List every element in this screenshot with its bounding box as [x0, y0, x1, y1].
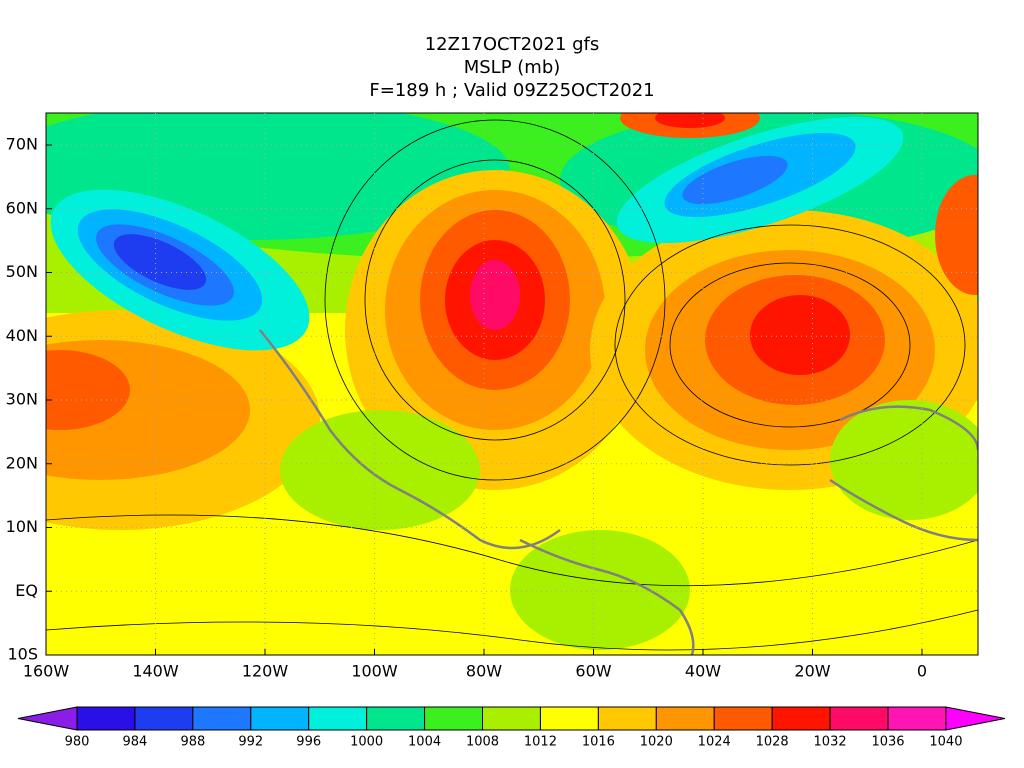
map-axes: 160W 140W 120W 100W 80W 60W 40W 20W 0 70N 60N 50N 40…: [6, 113, 978, 681]
colorbar-label: 988: [180, 735, 205, 750]
colorbar-label: 1000: [350, 735, 383, 750]
colorbar-label: 996: [296, 735, 321, 750]
colorbar-segment: [424, 706, 484, 731]
colorbar-segment: [887, 706, 947, 731]
y-tick-label: 30N: [6, 390, 38, 409]
x-tick-label: 100W: [351, 662, 398, 681]
colorbar-under: [17, 706, 78, 731]
x-tick-label: 120W: [242, 662, 289, 681]
y-tick-label: 70N: [6, 135, 38, 154]
title-block: 12Z17OCT2021 gfs MSLP (mb) F=189 h ; Val…: [369, 34, 654, 101]
colorbar-segment: [308, 706, 368, 731]
colorbar-segment: [250, 706, 310, 731]
x-tick-label: 80W: [466, 662, 502, 681]
title-line: 12Z17OCT2021 gfs: [425, 34, 600, 55]
colorbar-label: 1008: [466, 735, 499, 750]
y-tick-label: 40N: [6, 326, 38, 345]
colorbar-segment: [597, 706, 657, 731]
colorbar-segment: [713, 706, 773, 731]
colorbar-label: 1028: [756, 735, 789, 750]
colorbar-label: 984: [123, 735, 148, 750]
colorbar-segment: [192, 706, 252, 731]
colorbar-segment: [134, 706, 194, 731]
y-tick-label: 50N: [6, 262, 38, 281]
y-tick-label: EQ: [15, 581, 38, 600]
pressure-field: [46, 113, 978, 655]
x-tick-label: 60W: [575, 662, 611, 681]
colorbar-label: 1036: [871, 735, 904, 750]
colorbar-segment: [829, 706, 889, 731]
colorbar-segment: [76, 706, 136, 731]
colorbar-segment: [771, 706, 831, 731]
colorbar-segment: [482, 706, 541, 731]
x-tick-label: 40W: [685, 662, 721, 681]
x-tick-label: 20W: [794, 662, 830, 681]
colorbar-segment: [655, 706, 715, 731]
map-frame: [45, 112, 979, 656]
x-tick-label: 160W: [23, 662, 70, 681]
colorbar-label: 1004: [408, 735, 441, 750]
x-tick-label: 0: [917, 662, 927, 681]
colorbar-label: 1032: [814, 735, 847, 750]
x-tick-label: 140W: [132, 662, 179, 681]
y-tick-label: 10S: [7, 645, 38, 664]
title-line: F=189 h ; Valid 09Z25OCT2021: [369, 80, 654, 101]
colorbar-label: 1040: [929, 735, 962, 750]
colorbar-label: 1020: [640, 735, 673, 750]
colorbar-label: 1024: [698, 735, 731, 750]
colorbar-segment: [366, 706, 426, 731]
y-tick-label: 10N: [6, 517, 38, 536]
colorbar-label: 992: [238, 735, 263, 750]
colorbar-over: [945, 706, 1006, 731]
colorbar-label: 1016: [582, 735, 615, 750]
colorbar-label: 980: [65, 735, 90, 750]
y-tick-label: 20N: [6, 453, 38, 472]
colorbar-segment: [539, 706, 599, 731]
colorbar-label: 1012: [524, 735, 557, 750]
title-line: MSLP (mb): [464, 57, 561, 78]
y-tick-label: 60N: [6, 198, 38, 217]
colorbar: 980 984 988 992 996 1000 1004 1008 1012 1016 1020 1…: [17, 706, 1006, 750]
